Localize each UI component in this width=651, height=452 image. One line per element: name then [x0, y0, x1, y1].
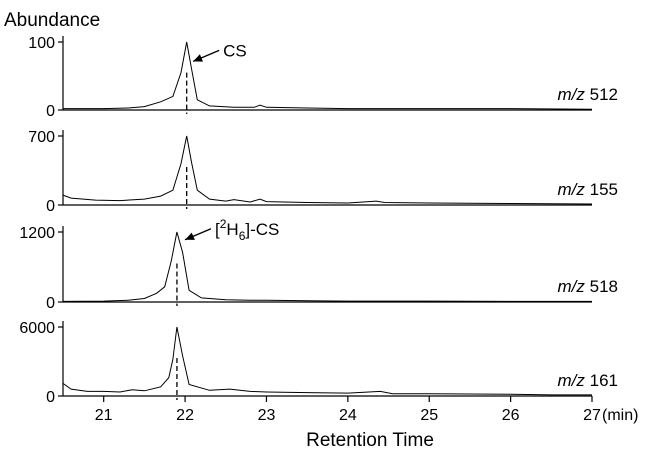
panel-155: 0 700 m/z 155	[28, 129, 618, 215]
y-axis-title: Abundance	[4, 10, 100, 31]
panel-518: 0 1200 m/z 518 [2H6]-CS	[19, 217, 618, 312]
x-tick-label: 25	[420, 407, 438, 424]
annotation-arrowhead	[185, 232, 195, 240]
mz-label: m/z 155	[558, 180, 618, 199]
y-tick-label: 0	[46, 103, 55, 120]
mz-label: m/z 518	[558, 277, 618, 296]
x-axis-title: Retention Time	[306, 430, 434, 451]
x-tick-label: 21	[95, 407, 113, 424]
x-tick-label: 22	[176, 407, 194, 424]
y-tick-label: 100	[28, 35, 55, 52]
panel-161: 0 6000 m/z 161	[19, 320, 618, 406]
trace-line	[62, 326, 592, 396]
annotation-label: [2H6]-CS	[215, 217, 279, 243]
annotation-arrowhead	[193, 54, 203, 62]
mz-label: m/z 161	[558, 371, 618, 390]
trace-line	[62, 231, 592, 302]
x-tick-label: 27	[583, 407, 601, 424]
y-tick-label: 700	[28, 129, 55, 146]
mz-label: m/z 512	[558, 85, 618, 104]
panels-group: 0 100 m/z 512 CS 0 700 m/z 155 0 1200 m/z 518 [2H6…	[19, 35, 618, 406]
y-tick-label: 0	[46, 295, 55, 312]
x-tick-label: 26	[502, 407, 520, 424]
y-tick-label: 0	[46, 389, 55, 406]
trace-line	[63, 41, 593, 110]
y-tick-label: 1200	[19, 225, 55, 242]
y-tick-label: 6000	[19, 320, 55, 337]
x-tick-label: 24	[339, 407, 357, 424]
panel-512: 0 100 m/z 512 CS	[28, 35, 618, 120]
annotation-label: CS	[223, 41, 247, 60]
x-axis: 21 22 23 24 25 26 27 (min)	[95, 396, 638, 424]
x-unit-label: (min)	[602, 407, 638, 424]
trace-line	[62, 135, 593, 205]
x-tick-label: 23	[258, 407, 276, 424]
y-tick-label: 0	[46, 198, 55, 215]
